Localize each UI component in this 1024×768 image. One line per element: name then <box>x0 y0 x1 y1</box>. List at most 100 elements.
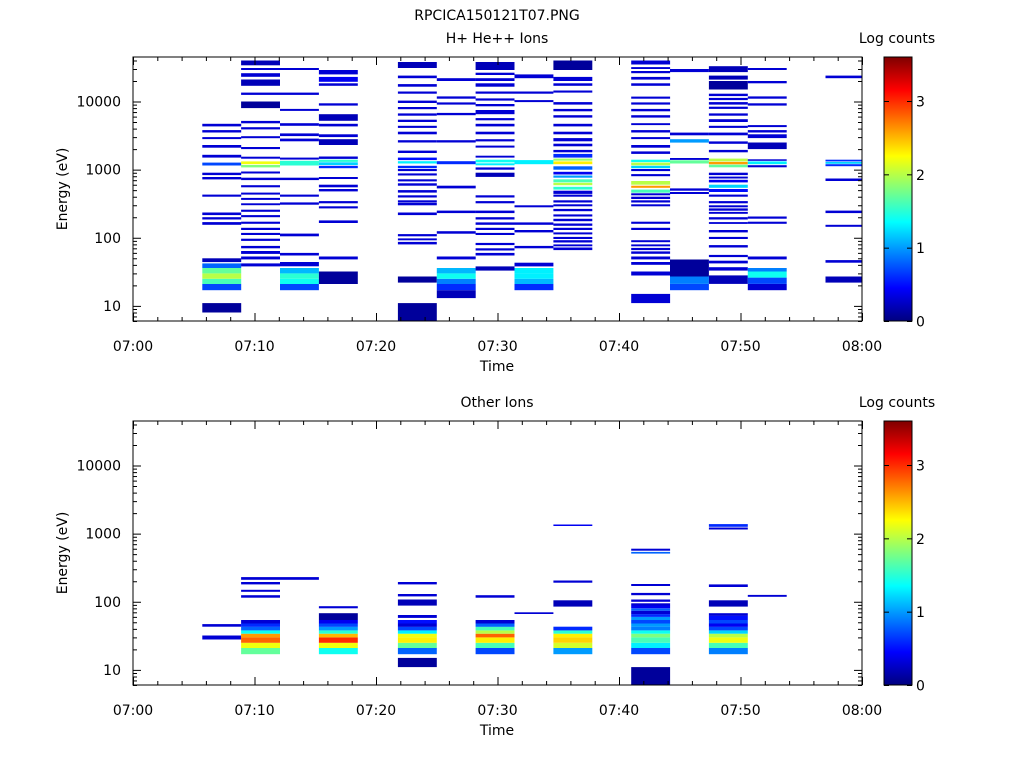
x-tick-label: 07:20 <box>356 703 396 719</box>
heatmap-cell <box>631 608 671 611</box>
heatmap-cell <box>397 179 437 182</box>
heatmap-cell <box>318 220 358 223</box>
heatmap-cell <box>553 102 593 105</box>
heatmap-cell <box>631 551 671 554</box>
heatmap-cell <box>825 260 862 263</box>
heatmap-cell <box>670 259 709 277</box>
heatmap-cell <box>708 184 748 188</box>
heatmap-cell <box>475 242 515 246</box>
heatmap-cell <box>318 201 358 204</box>
heatmap-cell <box>241 136 280 139</box>
heatmap-cell <box>514 612 554 614</box>
heatmap-cell <box>708 102 748 105</box>
colorbar-tick-label: 0 <box>916 315 925 331</box>
heatmap-cell <box>631 174 671 177</box>
heatmap-cell <box>241 60 280 66</box>
heatmap-cell <box>631 642 671 648</box>
heatmap-cell <box>631 256 671 260</box>
heatmap-cell <box>553 182 593 186</box>
heatmap-cell <box>475 227 515 230</box>
heatmap-cell <box>747 96 787 99</box>
heatmap-cell <box>553 123 593 127</box>
heatmap-cell <box>553 218 593 222</box>
x-tick-label: 07:30 <box>477 339 517 355</box>
heatmap-cell <box>202 278 242 284</box>
heatmap-cell <box>241 633 280 638</box>
heatmap-cell <box>631 584 671 586</box>
x-tick-label: 07:50 <box>720 339 760 355</box>
heatmap-cell <box>631 67 671 69</box>
heatmap-cell <box>475 637 515 643</box>
heatmap-cell <box>241 577 280 580</box>
heatmap-cell <box>553 186 593 190</box>
heatmap-cell <box>631 616 671 620</box>
heatmap-cell <box>280 273 319 279</box>
heatmap-cell <box>280 138 319 142</box>
heatmap-cell <box>241 79 280 86</box>
heatmap-cell <box>475 633 515 638</box>
heatmap-cell <box>397 630 437 634</box>
colorbar-ticks: 0 1 2 3 <box>884 95 925 331</box>
heatmap-cell <box>553 214 593 217</box>
heatmap-cell <box>825 276 862 283</box>
heatmap-cell <box>475 145 515 148</box>
heatmap-cell <box>241 147 280 150</box>
heatmap-cell <box>397 173 437 176</box>
heatmap-cell <box>825 161 862 164</box>
heatmap-cell <box>397 113 437 116</box>
heatmap-cell <box>747 277 787 284</box>
heatmap-cell <box>553 171 593 175</box>
heatmap-cell <box>475 623 515 627</box>
heatmap-cell <box>631 181 671 185</box>
heatmap-cell <box>436 273 476 279</box>
heatmap-cell <box>747 142 787 150</box>
heatmap-cell <box>514 268 554 274</box>
heatmap-cell <box>631 240 671 243</box>
heatmap-cell <box>202 194 242 197</box>
heatmap-cell <box>631 96 671 99</box>
colorbar-tick-label: 2 <box>916 168 925 184</box>
colorbar-label: Log counts <box>859 395 935 411</box>
heatmap-cell <box>553 175 593 178</box>
heatmap-cell <box>747 68 787 70</box>
heatmap-cell <box>318 206 358 209</box>
heatmap-cell <box>241 73 280 77</box>
heatmap-cell <box>708 141 748 144</box>
heatmap-cell <box>631 115 671 118</box>
heatmap-cell <box>631 145 671 148</box>
heatmap-cell <box>202 222 242 225</box>
heatmap-cell <box>708 119 748 122</box>
heatmap-cell <box>397 303 437 321</box>
x-tick-label: 07:10 <box>234 703 274 719</box>
heatmap-cell <box>553 647 593 655</box>
heatmap-cell <box>553 158 593 161</box>
heatmap-cell <box>825 178 862 181</box>
y-tick-label: 10 <box>103 663 121 679</box>
heatmap-cell <box>397 157 437 161</box>
heatmap-cell <box>397 169 437 172</box>
heatmap-cell <box>397 100 437 103</box>
heatmap-cell <box>631 185 671 188</box>
heatmap-cell <box>514 74 554 79</box>
heatmap-cell <box>514 205 554 208</box>
heatmap-cell <box>747 283 787 291</box>
heatmap-cell <box>241 227 280 230</box>
heatmap-cell <box>708 267 748 271</box>
heatmap-cell <box>397 161 437 164</box>
y-axis-label: Energy (eV) <box>55 148 71 231</box>
heatmap-cell <box>553 633 593 638</box>
heatmap-cell <box>631 667 671 685</box>
heatmap-cell <box>202 263 242 268</box>
heatmap-cell <box>318 165 358 169</box>
heatmap-cell <box>241 177 280 181</box>
heatmap-cell <box>747 134 787 139</box>
heatmap-cell <box>241 192 280 195</box>
heatmap-cell <box>397 615 437 618</box>
heatmap-cell <box>241 92 280 95</box>
heatmap-cell <box>241 630 280 634</box>
heatmap-cell <box>708 254 748 258</box>
heatmap-cell <box>397 165 437 169</box>
heatmap-cell <box>280 283 319 291</box>
heatmap-cell <box>475 266 515 271</box>
heatmap-cell <box>475 118 515 121</box>
